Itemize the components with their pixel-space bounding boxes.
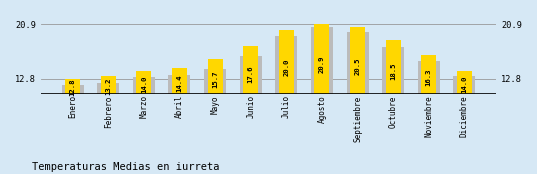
Bar	[457, 70, 472, 94]
Bar	[386, 40, 401, 94]
Bar	[136, 70, 151, 94]
Text: 15.7: 15.7	[212, 71, 218, 88]
Text: 18.5: 18.5	[390, 63, 396, 80]
Bar	[279, 30, 294, 94]
Text: 14.0: 14.0	[141, 75, 147, 93]
Bar	[172, 68, 187, 94]
Bar	[275, 36, 297, 94]
Text: 14.4: 14.4	[177, 74, 183, 92]
Bar	[62, 85, 84, 94]
Bar	[311, 27, 333, 94]
Bar	[418, 61, 440, 94]
Bar	[243, 46, 258, 94]
Text: 20.9: 20.9	[319, 56, 325, 73]
Bar	[382, 47, 404, 94]
Text: 16.3: 16.3	[426, 69, 432, 86]
Bar	[101, 76, 115, 94]
Text: Temperaturas Medias en iurreta: Temperaturas Medias en iurreta	[32, 162, 220, 172]
Text: 20.0: 20.0	[284, 58, 289, 76]
Text: 13.2: 13.2	[105, 78, 111, 95]
Text: 12.8: 12.8	[70, 79, 76, 96]
Text: 14.0: 14.0	[461, 75, 467, 93]
Bar	[453, 76, 475, 94]
Bar	[315, 24, 329, 94]
Text: 20.5: 20.5	[354, 57, 360, 75]
Bar	[65, 79, 80, 94]
Bar	[169, 74, 191, 94]
Bar	[133, 77, 155, 94]
Bar	[97, 83, 119, 94]
Bar	[208, 59, 222, 94]
Bar	[350, 27, 365, 94]
Bar	[346, 32, 368, 94]
Text: 17.6: 17.6	[248, 65, 253, 83]
Bar	[204, 69, 226, 94]
Bar	[422, 55, 436, 94]
Bar	[240, 56, 262, 94]
